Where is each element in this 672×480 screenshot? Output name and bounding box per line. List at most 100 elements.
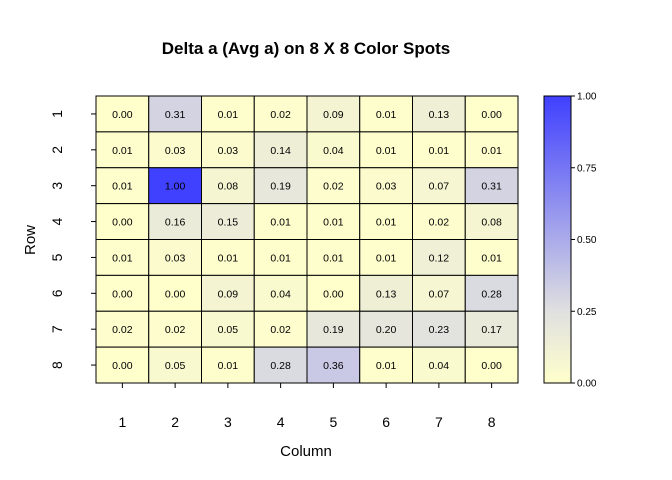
heatmap-cell [306, 239, 361, 276]
heatmap-cell [359, 131, 413, 169]
x-tick-label: 7 [435, 414, 443, 430]
cell-value-label: 0.01 [376, 145, 397, 157]
heatmap-cell [148, 167, 202, 205]
heatmap-cell [464, 310, 519, 348]
cell-value-label: 0.02 [270, 109, 291, 121]
colorbar-gradient [543, 95, 572, 384]
cell-value-label: 0.09 [323, 109, 344, 121]
cell-value-label: 0.04 [270, 288, 291, 300]
heatmap-cell [148, 310, 202, 348]
heatmap-cell [253, 203, 308, 240]
cell-value-label: 0.19 [323, 324, 344, 336]
cell-value-label: 0.00 [481, 109, 502, 121]
x-tick-label: 4 [277, 414, 285, 430]
cell-value-label: 0.01 [376, 217, 397, 229]
x-tick-label: 5 [329, 414, 337, 430]
cell-value-label: 0.01 [112, 252, 133, 264]
cell-value-label: 0.02 [429, 217, 450, 229]
heatmap-cell [412, 274, 466, 312]
cell-value-label: 0.28 [481, 288, 502, 300]
heatmap-cell [201, 310, 255, 348]
cell-value-label: 0.02 [323, 181, 344, 193]
cell-value-label: 0.01 [376, 360, 397, 372]
x-axis-ticks: 1 2 3 4 5 6 7 8 [118, 383, 496, 430]
y-tick-label: 2 [49, 146, 65, 154]
cell-value-label: 0.00 [112, 109, 133, 121]
heatmap-cell [412, 203, 466, 240]
heatmap-cell [148, 131, 202, 169]
cell-value-label: 0.31 [165, 109, 186, 121]
cell-value-label: 0.31 [481, 181, 502, 193]
colorbar-tick-label: 1.00 [577, 92, 597, 103]
cell-value-label: 0.19 [270, 181, 291, 193]
cell-value-label: 0.00 [323, 288, 344, 300]
colorbar: 0.00 0.25 0.50 0.75 1.00 [543, 92, 597, 390]
heatmap-cell [201, 203, 255, 240]
cell-value-label: 0.07 [429, 181, 450, 193]
heatmap-cell [306, 310, 361, 348]
cell-value-label: 0.01 [218, 109, 239, 121]
cell-value-label: 0.28 [270, 360, 291, 372]
x-tick-label: 6 [382, 414, 390, 430]
cell-value-label: 0.36 [323, 360, 344, 372]
y-axis-ticks: 1 2 3 4 5 6 7 8 [49, 110, 96, 369]
cell-value-label: 0.03 [165, 145, 186, 157]
chart-title: Delta a (Avg a) on 8 X 8 Color Spots [162, 39, 450, 58]
x-tick-label: 8 [488, 414, 496, 430]
y-tick-label: 4 [49, 217, 65, 225]
cell-value-label: 0.01 [481, 145, 502, 157]
y-tick-label: 7 [49, 325, 65, 333]
cell-value-label: 0.02 [270, 324, 291, 336]
y-axis-title: Row [22, 225, 39, 255]
cell-value-label: 0.23 [429, 324, 450, 336]
heatmap-cell [412, 310, 466, 348]
cell-value-label: 0.03 [218, 145, 239, 157]
y-tick-label: 3 [49, 182, 65, 190]
heatmap-cell [253, 239, 308, 276]
y-tick-label: 5 [49, 253, 65, 261]
heatmap-cells: 0.00 0.31 0.01 0.02 0.09 0.01 0.13 0.00 0.01 0.03… [95, 95, 519, 384]
heatmap-cell [464, 131, 519, 169]
cell-value-label: 0.05 [218, 324, 239, 336]
y-tick-label: 1 [49, 110, 65, 118]
heatmap-cell [464, 274, 519, 312]
cell-value-label: 0.01 [218, 360, 239, 372]
heatmap-cell [201, 274, 255, 312]
cell-value-label: 0.12 [429, 252, 450, 264]
heatmap-cell [201, 167, 255, 205]
cell-value-label: 0.01 [270, 252, 291, 264]
cell-value-label: 0.00 [112, 360, 133, 372]
heatmap-cell [359, 310, 413, 348]
heatmap-cell [253, 131, 308, 169]
cell-value-label: 0.09 [218, 288, 239, 300]
cell-value-label: 0.01 [429, 145, 450, 157]
heatmap-cell [306, 167, 361, 205]
heatmap-cell [253, 167, 308, 205]
heatmap-cell [359, 167, 413, 205]
cell-value-label: 0.03 [165, 252, 186, 264]
cell-value-label: 0.01 [376, 109, 397, 121]
cell-value-label: 0.01 [218, 252, 239, 264]
x-tick-label: 2 [171, 414, 179, 430]
cell-value-label: 0.01 [376, 252, 397, 264]
cell-value-label: 0.04 [429, 360, 450, 372]
colorbar-tick-label: 0.25 [577, 307, 597, 318]
x-axis-title: Column [280, 443, 332, 460]
y-tick-label: 8 [49, 361, 65, 369]
cell-value-label: 0.15 [218, 217, 239, 229]
heatmap-cell [412, 167, 466, 205]
cell-value-label: 1.00 [165, 181, 186, 193]
heatmap-cell [359, 95, 413, 133]
cell-value-label: 0.16 [165, 217, 186, 229]
cell-value-label: 0.14 [270, 145, 291, 157]
heatmap-cell [412, 239, 466, 276]
heatmap-cell [464, 167, 519, 205]
heatmap-cell [359, 274, 413, 312]
cell-value-label: 0.00 [112, 217, 133, 229]
heatmap-cell [306, 203, 361, 240]
cell-value-label: 0.00 [165, 288, 186, 300]
colorbar-tick-label: 0.75 [577, 163, 597, 174]
cell-value-label: 0.20 [376, 324, 397, 336]
heatmap-cell [306, 274, 361, 312]
